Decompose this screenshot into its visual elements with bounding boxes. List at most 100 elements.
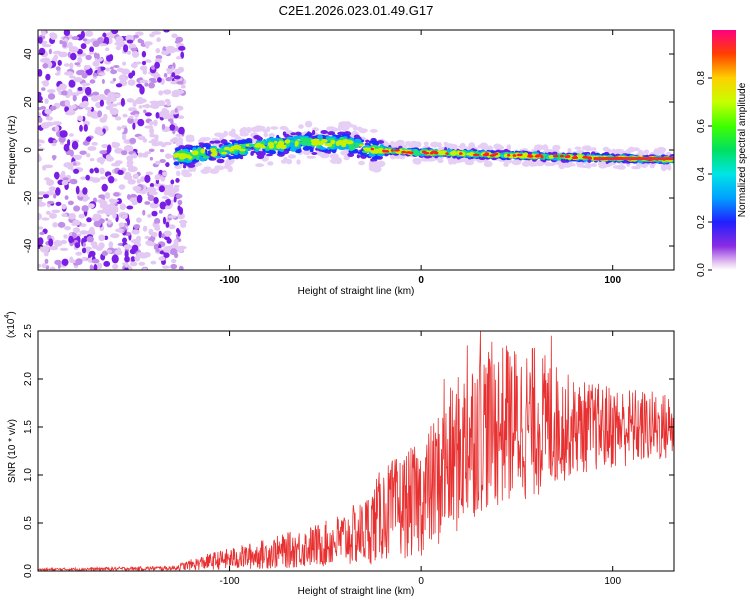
heatmap-noise-blob [163,189,168,196]
heatmap-noise-blob [141,50,147,58]
heatmap-noise-blob [41,217,50,221]
heatmap-signal-blob [266,153,273,157]
heatmap-noise-blob [134,113,139,118]
heatmap-noise-blob [82,242,86,247]
snr-y-multiplier-text: (x10 [6,318,17,338]
heatmap-noise-blob [142,68,148,75]
heatmap-halo [423,141,429,146]
heatmap-noise-blob [159,159,166,163]
heatmap-noise-blob [175,133,183,137]
snr-y-tick-label: 0.5 [23,516,34,530]
heatmap-noise-blob [105,154,112,161]
heatmap-noise-blob [109,80,115,84]
heatmap-signal-blob [221,151,228,155]
heatmap-halo [306,155,316,159]
snr-y-multiplier: (x104) [4,311,17,338]
heatmap-noise-blob [70,52,77,61]
heatmap-noise-blob [112,93,121,98]
heatmap-noise-blob [173,75,181,80]
heatmap-noise-blob [101,144,109,148]
heatmap-halo [411,144,417,148]
heatmap-noise-blob [155,248,160,253]
colorbar-tick-label: 0.0 [696,263,707,277]
heatmap-noise-blob [84,246,93,251]
heatmap-signal-blob [195,155,200,161]
heatmap-signal-blob [234,145,242,150]
heatmap-noise-blob [164,98,171,103]
heatmap-noise-blob [104,192,111,200]
heatmap-halo [268,133,276,138]
heatmap-noise-blob [52,121,62,126]
heatmap-noise-blob [49,212,57,219]
heatmap-noise-blob [111,30,119,35]
heatmap-noise-blob [177,212,185,220]
heatmap-noise-blob [38,237,44,246]
heatmap-noise-blob [115,228,124,233]
heatmap-noise-blob [114,249,123,256]
heatmap-noise-blob [170,179,175,185]
heatmap-noise-blob [53,193,57,199]
heatmap-x-axis-label: Height of straight line (km) [298,286,415,297]
heatmap-core-blob [494,152,499,156]
heatmap-noise-blob [136,217,142,223]
heatmap-signal-blob [216,158,225,164]
heatmap-noise-blob [81,72,88,79]
heatmap-noise-blob [180,222,187,228]
heatmap-x-tick-label: 0 [418,275,424,286]
heatmap-signal-blob [202,155,209,159]
heatmap-noise-blob [81,205,89,212]
heatmap-halo [506,144,512,151]
heatmap-signal-blob [238,148,246,152]
heatmap-noise-blob [145,171,154,176]
heatmap-halo [445,143,454,147]
heatmap-noise-blob [169,124,176,131]
heatmap-noise-blob [162,89,172,95]
heatmap-noise-blob [172,137,180,142]
heatmap-signal-blob [268,145,274,149]
heatmap-noise-blob [144,82,149,87]
heatmap-noise-blob [99,167,105,175]
heatmap-halo [329,127,339,132]
heatmap-noise-blob [143,109,147,114]
heatmap-signal-blob [256,154,265,160]
heatmap-noise-blob [44,258,49,264]
heatmap-halo [359,128,367,134]
heatmap-signal-blob [369,140,372,144]
heatmap-noise-blob [101,183,108,192]
heatmap-noise-blob [158,209,163,214]
heatmap-signal-blob [284,139,291,144]
heatmap-signal-blob [205,144,211,150]
heatmap-noise-blob [127,107,137,112]
heatmap-noise-blob [122,113,128,118]
heatmap-core-blob [559,154,565,158]
heatmap-noise-blob [138,98,147,104]
heatmap-noise-blob [176,81,184,85]
heatmap-y-tick-label: 0 [23,147,34,153]
heatmap-noise-blob [67,200,74,206]
chart-title: C2E1.2026.023.01.49.G17 [279,3,434,18]
heatmap-noise-blob [50,105,57,111]
heatmap-noise-blob [114,147,124,154]
heatmap-noise-blob [173,184,180,188]
heatmap-noise-blob [55,201,62,206]
heatmap-noise-blob [86,217,92,223]
heatmap-noise-blob [165,162,170,168]
heatmap-noise-blob [176,56,182,60]
heatmap-signal-blob [317,141,324,145]
heatmap-halo [214,165,220,169]
heatmap-halo [602,161,613,168]
colorbar-bar [712,30,736,270]
heatmap-core-blob [527,153,533,157]
heatmap-noise-blob [178,126,185,135]
heatmap-noise-blob [145,240,153,246]
heatmap-noise-blob [64,226,71,231]
heatmap-noise-blob [116,126,122,131]
heatmap-noise-blob [139,79,149,84]
heatmap-noise-blob [121,150,128,156]
heatmap-noise-blob [116,67,124,73]
heatmap-noise-blob [38,112,42,117]
heatmap-noise-blob [93,52,98,59]
heatmap-noise-blob [112,212,117,219]
heatmap-noise-blob [63,30,71,36]
heatmap-noise-blob [61,90,68,96]
